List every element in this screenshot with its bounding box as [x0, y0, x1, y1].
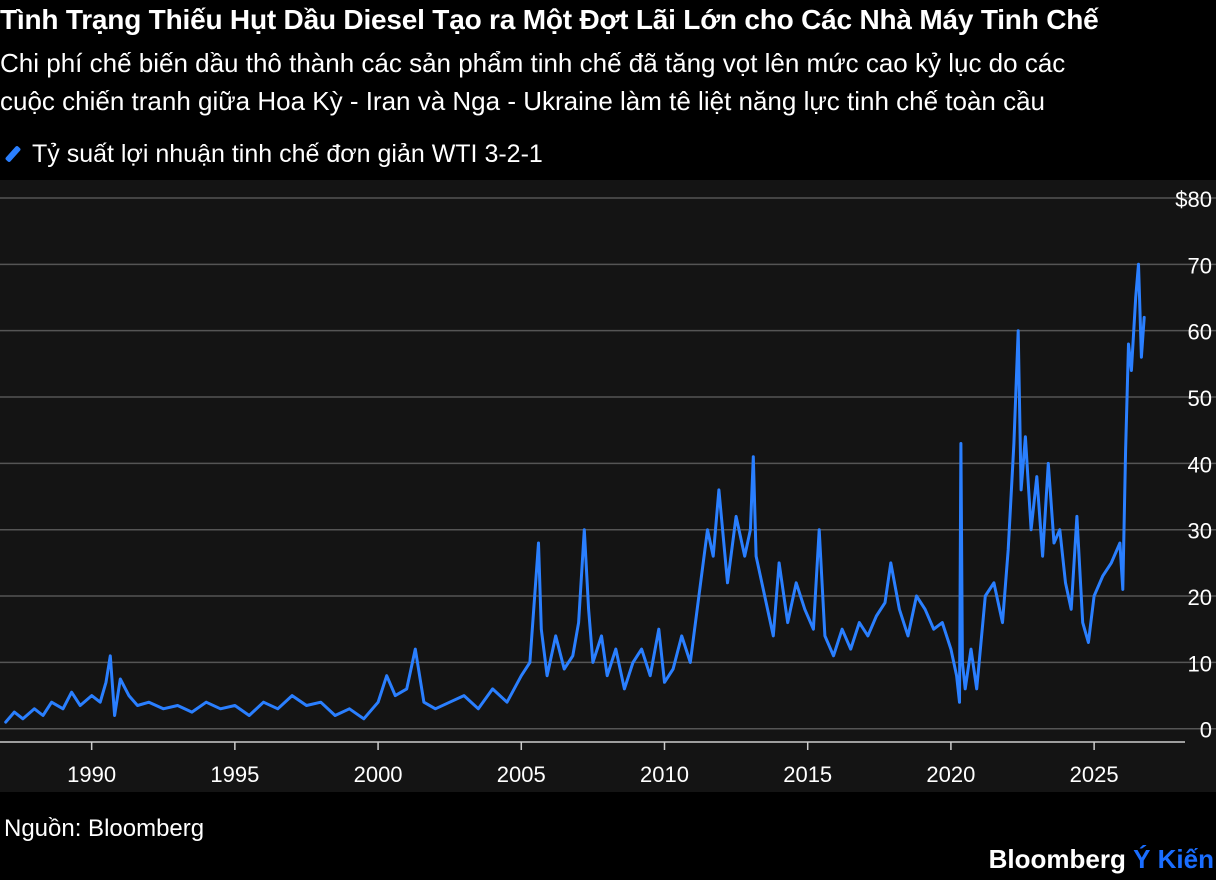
x-tick-label: 2000 [354, 762, 403, 787]
chart-area: 0 10 20 30 40 50 60 70 $80 1990 1995 2000 2005 2010 20… [0, 180, 1216, 792]
series-line-0 [4, 262, 1146, 724]
chart-legend: Tỷ suất lợi nhuận tinh chế đơn giản WTI … [4, 137, 543, 171]
x-tick-label: 1995 [210, 762, 259, 787]
y-tick-label: 70 [1188, 253, 1212, 278]
y-tick-label: 20 [1188, 585, 1212, 610]
brand-logo: Bloomberg Ý Kiến [989, 844, 1214, 875]
y-tick-label: 0 [1200, 718, 1212, 743]
subtitle-line-2: cuộc chiến tranh giữa Hoa Kỳ - Iran và N… [0, 86, 1046, 116]
y-tick-label: 10 [1188, 651, 1212, 676]
x-tick-label: 2025 [1070, 762, 1119, 787]
y-tick-label: $80 [1175, 187, 1212, 212]
brand-accent: Ý Kiến [1133, 844, 1214, 874]
source-note: Nguồn: Bloomberg [4, 815, 205, 842]
line-chart: 0 10 20 30 40 50 60 70 $80 1990 1995 2000 2005 2010 20… [0, 187, 1216, 787]
x-tick-label: 2020 [926, 762, 975, 787]
legend-label: Tỷ suất lợi nhuận tinh chế đơn giản WTI … [32, 139, 543, 168]
brand-name: Bloomberg [988, 844, 1126, 874]
y-tick-label: 50 [1188, 386, 1212, 411]
y-tick-label: 60 [1188, 320, 1212, 345]
y-tick-label: 40 [1188, 452, 1212, 477]
chart-subtitle: Chi phí chế biến dầu thô thành các sản p… [0, 44, 1216, 120]
x-tick-label: 2005 [497, 762, 546, 787]
x-tick-label: 2010 [640, 762, 689, 787]
x-tick-label: 2015 [783, 762, 832, 787]
y-tick-label: 30 [1188, 519, 1212, 544]
subtitle-line-1: Chi phí chế biến dầu thô thành các sản p… [0, 48, 1066, 78]
legend-swatch [4, 145, 22, 163]
chart-title: Tình Trạng Thiếu Hụt Dầu Diesel Tạo ra M… [0, 4, 1099, 35]
x-tick-label: 1990 [67, 762, 116, 787]
